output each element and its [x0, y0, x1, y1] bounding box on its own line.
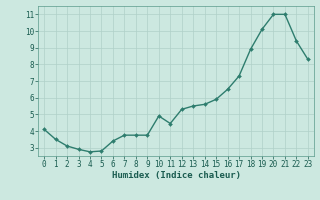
X-axis label: Humidex (Indice chaleur): Humidex (Indice chaleur) [111, 171, 241, 180]
